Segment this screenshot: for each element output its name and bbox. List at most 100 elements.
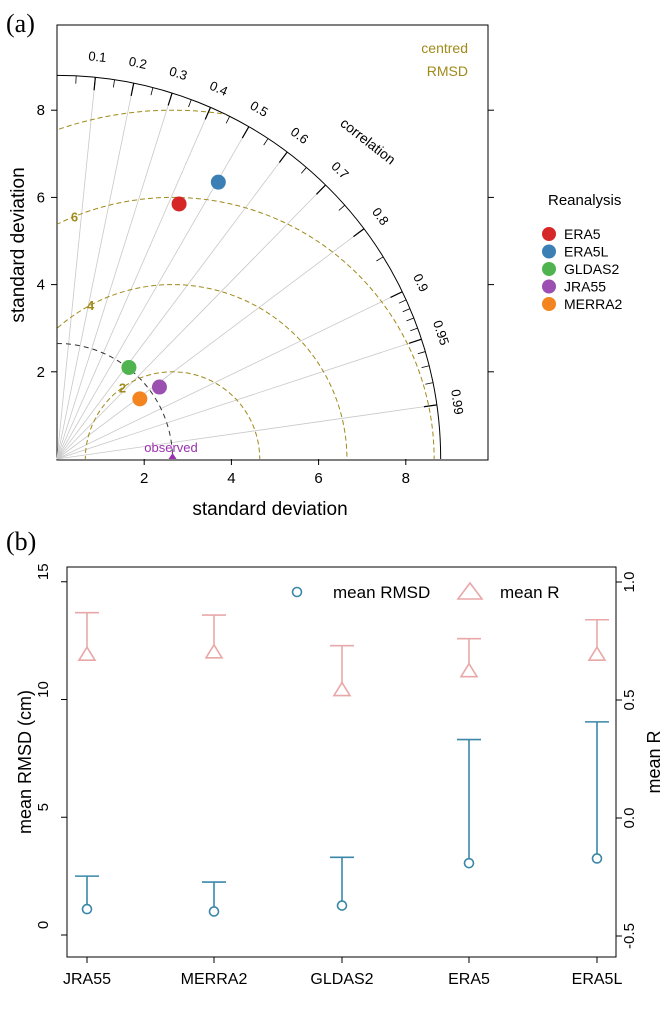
correlation-minor-tick — [376, 256, 384, 262]
correlation-tick-label: 0.99 — [448, 388, 466, 415]
rmsd-contour — [57, 196, 435, 459]
x-tick-label: ERA5L — [572, 971, 623, 988]
correlation-tick-label: 0.95 — [430, 318, 452, 347]
r-mean-marker — [77, 645, 97, 661]
x-tick-label: 4 — [227, 470, 235, 487]
r-mean-marker — [332, 681, 352, 697]
correlation-tick-label: 0.8 — [369, 205, 392, 228]
rmsd-contour — [57, 109, 441, 459]
right-tick-label: -0.5 — [621, 923, 638, 949]
legend-title: Reanalysis — [548, 192, 621, 209]
correlation-tick-label: 0.1 — [88, 48, 107, 65]
y-tick-label: 8 — [37, 102, 45, 119]
correlation-label: correlation — [337, 115, 398, 168]
correlation-line — [56, 404, 437, 460]
rmsd-mean-marker — [463, 857, 475, 869]
r-mean-marker — [587, 645, 607, 661]
point-era5 — [171, 196, 187, 212]
rmsd-contour-label: 6 — [71, 209, 78, 224]
correlation-minor-tick — [244, 126, 250, 134]
legend-r-marker — [456, 581, 484, 600]
errorbar-left-label: mean RMSD (cm) — [15, 690, 35, 834]
right-tick-label: 0.5 — [621, 690, 638, 711]
correlation-minor-tick — [406, 317, 414, 322]
correlation-line — [56, 77, 96, 460]
x-tick-label: 6 — [314, 470, 322, 487]
legend-r-label: mean R — [500, 583, 560, 602]
correlation-tick-label: 0.3 — [167, 63, 189, 83]
panel-b-letter: (b) — [6, 527, 36, 556]
x-tick-label: JRA55 — [63, 971, 111, 988]
legend-rmsd-label: mean RMSD — [333, 583, 430, 602]
correlation-minor-tick — [169, 92, 173, 101]
correlation-minor-tick — [398, 299, 407, 304]
correlation-minor-tick — [402, 308, 411, 313]
panel-a-letter: (a) — [6, 9, 35, 38]
rmsd-contour-label: 2 — [119, 381, 126, 396]
legend-swatch-era5 — [542, 227, 556, 241]
correlation-minor-tick — [319, 184, 326, 191]
point-jra55 — [151, 379, 167, 395]
rmsd-legend-line1: centred — [421, 40, 468, 56]
correlation-minor-tick — [263, 138, 269, 146]
correlation-minor-tick — [410, 327, 418, 332]
right-tick-label: 1.0 — [621, 572, 638, 593]
legend-label-era5l: ERA5L — [564, 244, 609, 260]
left-tick-label: 0 — [35, 921, 52, 929]
correlation-minor-tick — [413, 338, 422, 343]
y-tick-label: 2 — [37, 364, 45, 381]
correlation-major-tick — [423, 404, 437, 408]
left-tick-label: 15 — [35, 563, 52, 580]
correlation-line — [56, 92, 173, 460]
rmsd-mean-marker — [336, 900, 348, 911]
legend-swatch-merra2 — [542, 297, 556, 311]
legend-rmsd-marker — [291, 586, 303, 598]
observed-point — [168, 453, 177, 459]
point-era5l — [210, 174, 226, 190]
left-tick-label: 5 — [35, 803, 52, 811]
right-tick-label: 0.0 — [621, 808, 638, 829]
rmsd-contours — [57, 109, 441, 459]
taylor-marks — [121, 174, 226, 459]
correlation-line — [56, 107, 211, 460]
x-tick-label: GLDAS2 — [310, 971, 373, 988]
correlation-line — [56, 291, 403, 460]
correlation-minor-tick — [150, 87, 154, 96]
taylor-diagram: 0.1 0.2 0.3 0.4 0.5 0.6 0.7 0.8 0.9 0.95 0.99 2 4 6 2 2… — [8, 24, 494, 520]
correlation-minor-tick — [338, 204, 346, 211]
errorbar-right-label: mean R — [644, 730, 664, 793]
legend-label-merra2: MERRA2 — [564, 296, 623, 312]
correlation-minor-tick — [300, 167, 307, 174]
legend-swatch-era5l — [542, 244, 556, 259]
point-gldas2 — [121, 359, 137, 375]
observed-std-arc — [56, 342, 174, 460]
outer-arc — [56, 74, 442, 460]
y-tick-label: 4 — [37, 277, 45, 294]
correlation-tick-label: 0.6 — [288, 124, 311, 147]
correlation-minor-tick — [225, 116, 231, 124]
rmsd-mean-marker — [591, 853, 603, 864]
error-bar-chart: 0 5 10 15 -0.5 0.0 0.5 1.0 JRA55 MERRA2 GLDAS2 ERA5… — [15, 563, 664, 988]
correlation-tick-label: 0.9 — [410, 271, 431, 294]
point-merra2 — [132, 391, 148, 407]
taylor-grid: 0.1 0.2 0.3 0.4 0.5 0.6 0.7 0.8 0.9 0.95 0.99 2 4 6 2 2… — [37, 48, 494, 487]
x-tick-label: ERA5 — [448, 971, 490, 988]
correlation-line — [56, 151, 288, 460]
taylor-frame — [56, 24, 489, 461]
correlation-minor-tick — [112, 79, 115, 88]
correlation-minor-tick — [206, 107, 211, 115]
legend-label-gldas2: GLDAS2 — [564, 261, 619, 277]
rmsd-contour-label: 4 — [87, 298, 95, 313]
legend-label-jra55: JRA55 — [564, 279, 606, 295]
r-mean-marker — [459, 662, 479, 678]
rmsd-mean-marker — [208, 906, 220, 917]
legend-swatch-gldas2 — [542, 262, 556, 276]
correlation-minor-tick — [395, 291, 403, 296]
x-tick-label: 8 — [402, 470, 410, 487]
correlation-line — [56, 228, 365, 460]
y-tick-label: 6 — [37, 189, 45, 206]
correlation-minor-tick — [417, 351, 426, 355]
correlation-tick-label: 0.7 — [328, 159, 351, 182]
